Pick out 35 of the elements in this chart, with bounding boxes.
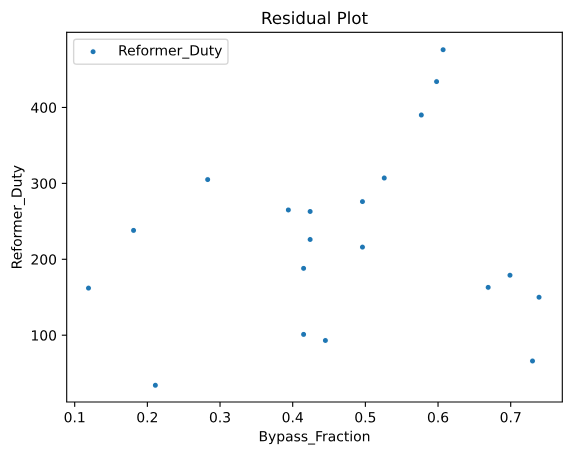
y-axis-title: Reformer_Duty bbox=[11, 165, 25, 268]
x-tick-label: 0.2 bbox=[137, 412, 158, 422]
point bbox=[322, 337, 328, 344]
point bbox=[285, 206, 292, 213]
point bbox=[529, 358, 536, 364]
x-tick-label: 0.1 bbox=[64, 412, 84, 422]
point bbox=[485, 284, 492, 290]
x-tick-label: 0.4 bbox=[282, 412, 303, 422]
point bbox=[434, 78, 440, 85]
point bbox=[506, 272, 514, 278]
point bbox=[300, 265, 307, 272]
point bbox=[359, 244, 366, 250]
y-tick-label: 200 bbox=[31, 254, 56, 265]
point bbox=[359, 198, 366, 205]
point bbox=[152, 382, 158, 388]
point bbox=[130, 227, 137, 234]
point bbox=[300, 331, 307, 338]
x-axis-title: Bypass_Fraction bbox=[260, 430, 370, 445]
point bbox=[307, 236, 314, 243]
x-tick-label: 0.5 bbox=[355, 412, 376, 422]
legend-label: Reformer_Duty bbox=[119, 44, 222, 59]
y-tick-label: 400 bbox=[31, 102, 56, 113]
point bbox=[381, 174, 388, 182]
point bbox=[85, 285, 92, 292]
y-tick-label: 300 bbox=[32, 178, 56, 189]
point bbox=[204, 176, 211, 183]
point bbox=[307, 208, 314, 215]
x-tick-label: 0.3 bbox=[210, 412, 230, 422]
point bbox=[536, 294, 542, 300]
y-tick-label: 100 bbox=[32, 330, 56, 341]
point bbox=[418, 112, 424, 118]
point bbox=[440, 46, 446, 53]
x-tick-label: 0.7 bbox=[500, 412, 521, 422]
x-tick-label: 0.6 bbox=[428, 412, 448, 422]
chart-title: Residual Plot bbox=[262, 11, 368, 24]
